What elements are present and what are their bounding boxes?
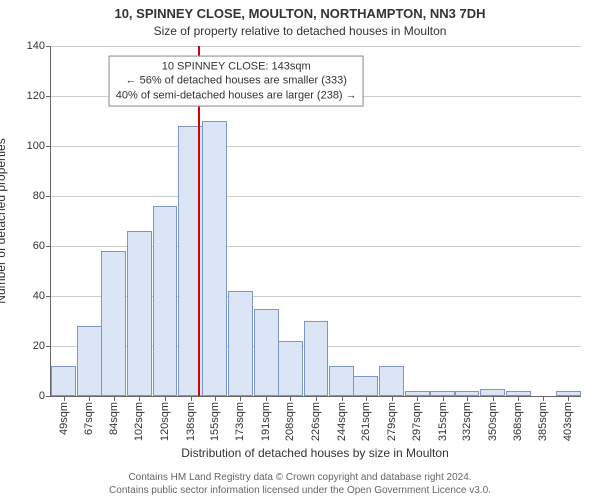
x-tick-label: 84sqm	[108, 402, 120, 435]
annotation-line: 10 SPINNEY CLOSE: 143sqm	[116, 60, 357, 74]
x-tick-label: 67sqm	[83, 402, 95, 435]
histogram-bar	[228, 291, 253, 396]
histogram-bar	[304, 321, 329, 396]
annotation-line: 40% of semi-detached houses are larger (…	[116, 88, 357, 102]
x-axis-label: Distribution of detached houses by size …	[50, 446, 580, 460]
annotation-box: 10 SPINNEY CLOSE: 143sqm← 56% of detache…	[109, 56, 364, 107]
x-tick	[290, 396, 291, 401]
gridline	[51, 46, 581, 47]
gridline	[51, 146, 581, 147]
y-tick	[46, 396, 51, 397]
x-tick	[114, 396, 115, 401]
x-tick	[518, 396, 519, 401]
x-tick	[240, 396, 241, 401]
histogram-bar	[51, 366, 76, 396]
x-tick	[568, 396, 569, 401]
x-tick	[89, 396, 90, 401]
x-tick-label: 191sqm	[260, 402, 272, 441]
x-tick-label: 155sqm	[209, 402, 221, 441]
y-tick-label: 140	[5, 40, 45, 52]
x-tick	[191, 396, 192, 401]
histogram-bar	[329, 366, 354, 396]
x-tick-label: 120sqm	[159, 402, 171, 441]
x-tick-label: 173sqm	[234, 402, 246, 441]
x-tick-label: 350sqm	[487, 402, 499, 441]
y-tick-label: 80	[5, 190, 45, 202]
x-tick-label: 315sqm	[437, 402, 449, 441]
chart-container: 10, SPINNEY CLOSE, MOULTON, NORTHAMPTON,…	[0, 0, 600, 500]
y-tick-label: 40	[5, 290, 45, 302]
x-tick	[443, 396, 444, 401]
histogram-bar	[353, 376, 378, 396]
x-tick	[543, 396, 544, 401]
x-tick-label: 403sqm	[562, 402, 574, 441]
x-tick-label: 49sqm	[58, 402, 70, 435]
x-tick-label: 297sqm	[411, 402, 423, 441]
footer-line2: Contains public sector information licen…	[0, 485, 600, 498]
plot-area: 02040608010012014049sqm67sqm84sqm102sqm1…	[50, 46, 581, 397]
y-axis-label: Number of detached properties	[0, 138, 8, 303]
x-tick-label: 208sqm	[284, 402, 296, 441]
footer-line1: Contains HM Land Registry data © Crown c…	[0, 472, 600, 485]
y-tick-label: 60	[5, 240, 45, 252]
x-tick	[316, 396, 317, 401]
histogram-bar	[77, 326, 102, 396]
x-tick-label: 385sqm	[537, 402, 549, 441]
annotation-line: ← 56% of detached houses are smaller (33…	[116, 74, 357, 88]
histogram-bar	[379, 366, 404, 396]
histogram-bar	[254, 309, 279, 397]
chart-title-line1: 10, SPINNEY CLOSE, MOULTON, NORTHAMPTON,…	[0, 6, 600, 21]
x-tick-label: 261sqm	[360, 402, 372, 441]
y-tick	[46, 296, 51, 297]
gridline	[51, 196, 581, 197]
y-tick	[46, 46, 51, 47]
x-tick-label: 138sqm	[185, 402, 197, 441]
x-tick	[165, 396, 166, 401]
x-tick	[467, 396, 468, 401]
x-tick	[139, 396, 140, 401]
y-tick	[46, 196, 51, 197]
x-tick-label: 102sqm	[133, 402, 145, 441]
y-tick-label: 0	[5, 390, 45, 402]
x-tick	[366, 396, 367, 401]
x-tick	[493, 396, 494, 401]
histogram-bar	[153, 206, 178, 396]
x-tick-label: 226sqm	[310, 402, 322, 441]
x-tick	[64, 396, 65, 401]
y-tick-label: 20	[5, 340, 45, 352]
x-tick-label: 244sqm	[336, 402, 348, 441]
y-tick-label: 100	[5, 140, 45, 152]
y-tick	[46, 146, 51, 147]
histogram-bar	[127, 231, 152, 396]
y-tick	[46, 346, 51, 347]
histogram-bar	[278, 341, 303, 396]
y-tick-label: 120	[5, 90, 45, 102]
x-tick	[266, 396, 267, 401]
histogram-bar	[202, 121, 227, 396]
histogram-bar	[480, 389, 505, 397]
y-tick	[46, 96, 51, 97]
x-tick	[392, 396, 393, 401]
x-tick-label: 368sqm	[512, 402, 524, 441]
histogram-bar	[101, 251, 126, 396]
x-tick-label: 332sqm	[461, 402, 473, 441]
x-tick-label: 279sqm	[386, 402, 398, 441]
x-tick	[342, 396, 343, 401]
y-tick	[46, 246, 51, 247]
x-tick	[215, 396, 216, 401]
x-tick	[417, 396, 418, 401]
chart-title-line2: Size of property relative to detached ho…	[0, 24, 600, 38]
